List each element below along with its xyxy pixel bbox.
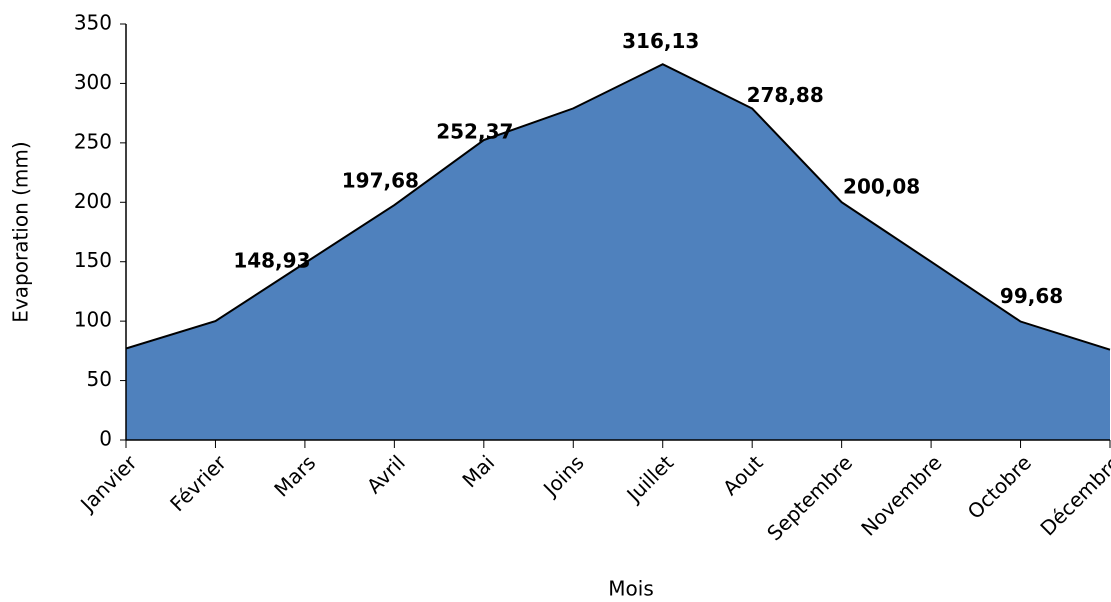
- data-label: 316,13: [622, 29, 699, 53]
- x-tick-label: Avril: [362, 450, 410, 498]
- x-tick-label: Joins: [537, 450, 588, 501]
- y-axis-title: Evaporation (mm): [9, 141, 33, 322]
- x-tick-label: Mars: [269, 450, 320, 501]
- x-tick-label: Mai: [457, 450, 499, 492]
- y-tick-label: 0: [99, 427, 112, 451]
- y-tick-label: 250: [74, 129, 112, 153]
- x-tick-label: Aout: [718, 450, 768, 500]
- y-tick-label: 150: [74, 248, 112, 272]
- y-tick-label: 50: [87, 367, 112, 391]
- y-tick-label: 300: [74, 70, 112, 94]
- data-label: 197,68: [342, 169, 419, 193]
- x-tick-label: Février: [165, 450, 231, 516]
- y-tick-label: 100: [74, 308, 112, 332]
- x-tick-label: Juillet: [621, 450, 679, 508]
- data-label: 200,08: [843, 175, 920, 199]
- data-label: 252,37: [436, 120, 513, 144]
- x-tick-label: Octobre: [963, 450, 1036, 523]
- y-tick-label: 200: [74, 189, 112, 213]
- x-tick-label: Septembre: [762, 450, 857, 545]
- x-tick-label: Janvier: [74, 450, 142, 518]
- x-tick-label: Décembre: [1035, 450, 1111, 540]
- x-axis-title: Mois: [608, 577, 653, 601]
- x-tick-label: Novembre: [856, 450, 946, 540]
- data-label: 278,88: [747, 83, 824, 107]
- y-tick-label: 350: [74, 11, 112, 35]
- area: [126, 64, 1110, 441]
- area-line: [125, 63, 1111, 351]
- data-label: 148,93: [233, 248, 310, 272]
- data-label: 99,68: [1000, 284, 1063, 308]
